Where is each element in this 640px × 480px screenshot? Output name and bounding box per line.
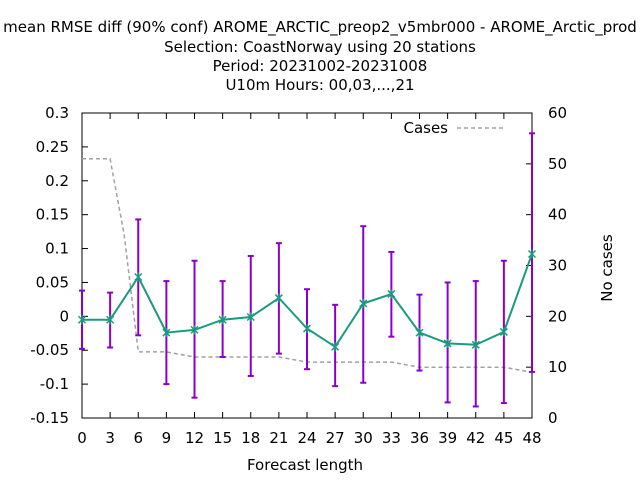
y-tick-label: 0.15 xyxy=(36,206,69,224)
legend-label-cases: Cases xyxy=(403,119,448,137)
x-tick-label: 42 xyxy=(466,429,485,447)
data-point xyxy=(302,324,312,334)
y-tick-label: -0.05 xyxy=(30,341,69,359)
y-tick-label: 0 xyxy=(59,307,69,325)
y2-tick-label: 30 xyxy=(548,257,567,275)
data-point xyxy=(77,315,87,325)
y2-tick-label: 50 xyxy=(548,155,567,173)
data-point xyxy=(527,249,537,259)
data-point xyxy=(274,293,283,303)
data-point xyxy=(190,325,199,335)
x-tick-label: 15 xyxy=(213,429,232,447)
data-point xyxy=(162,328,171,338)
y2-axis: 60 50 40 30 20 10 0 xyxy=(526,104,567,427)
data-point xyxy=(134,272,143,282)
data-point xyxy=(471,340,480,350)
rmse-diff-series xyxy=(77,249,537,352)
y-axis: 0.3 0.25 0.2 0.15 0.1 0.05 0 -0.05 -0.1 -0.15 xyxy=(30,104,88,427)
legend: Cases xyxy=(403,119,505,137)
y-tick-label: 0.1 xyxy=(45,240,69,258)
x-tick-label: 18 xyxy=(241,429,260,447)
y-tick-label: -0.15 xyxy=(30,409,69,427)
x-tick-label: 3 xyxy=(105,429,115,447)
x-tick-label: 36 xyxy=(410,429,429,447)
x-tick-label: 24 xyxy=(297,429,316,447)
cases-line xyxy=(82,158,533,374)
y2-tick-label: 60 xyxy=(548,104,567,122)
x-tick-label: 9 xyxy=(162,429,172,447)
x-tick-label: 27 xyxy=(326,429,345,447)
x-tick-label: 21 xyxy=(269,429,288,447)
data-point xyxy=(359,298,368,308)
chart-title: mean RMSE diff (90% conf) AROME_ARCTIC_p… xyxy=(3,18,637,94)
y-tick-label: 0.05 xyxy=(36,273,69,291)
error-bars xyxy=(79,132,535,408)
data-point xyxy=(331,342,340,352)
x-tick-label: 39 xyxy=(438,429,457,447)
title-line-3: Period: 20231002-20231008 xyxy=(213,57,428,75)
x-tick-label: 0 xyxy=(77,429,87,447)
y-tick-label: 0.25 xyxy=(36,138,69,156)
plot-frame xyxy=(81,112,533,419)
y2-tick-label: 20 xyxy=(548,307,567,325)
data-point xyxy=(443,338,452,348)
data-point xyxy=(218,315,227,325)
data-point xyxy=(387,289,396,299)
y-tick-label: 0.3 xyxy=(45,104,69,122)
x-tick-label: 45 xyxy=(494,429,513,447)
x-axis: 0 3 6 9 12 15 18 21 24 27 30 33 36 39 42 45 48 xyxy=(77,113,542,447)
title-line-2: Selection: CoastNorway using 20 stations xyxy=(164,38,476,56)
data-point xyxy=(106,315,115,325)
data-point xyxy=(415,328,424,338)
data-point xyxy=(246,312,255,322)
y2-axis-label: No cases xyxy=(598,234,616,302)
data-point xyxy=(499,327,508,337)
x-axis-label: Forecast length xyxy=(247,456,363,474)
y2-tick-label: 0 xyxy=(548,409,558,427)
x-tick-label: 6 xyxy=(133,429,143,447)
x-tick-label: 48 xyxy=(522,429,541,447)
y2-tick-label: 40 xyxy=(548,206,567,224)
title-line-4: U10m Hours: 00,03,...,21 xyxy=(225,76,414,94)
y-tick-label: -0.1 xyxy=(40,375,69,393)
title-line-1: mean RMSE diff (90% conf) AROME_ARCTIC_p… xyxy=(3,18,637,37)
cases-series xyxy=(82,158,533,374)
x-tick-label: 12 xyxy=(185,429,204,447)
x-tick-label: 33 xyxy=(382,429,401,447)
y2-tick-label: 10 xyxy=(548,358,567,376)
y-tick-label: 0.2 xyxy=(45,172,69,190)
x-tick-label: 30 xyxy=(354,429,373,447)
